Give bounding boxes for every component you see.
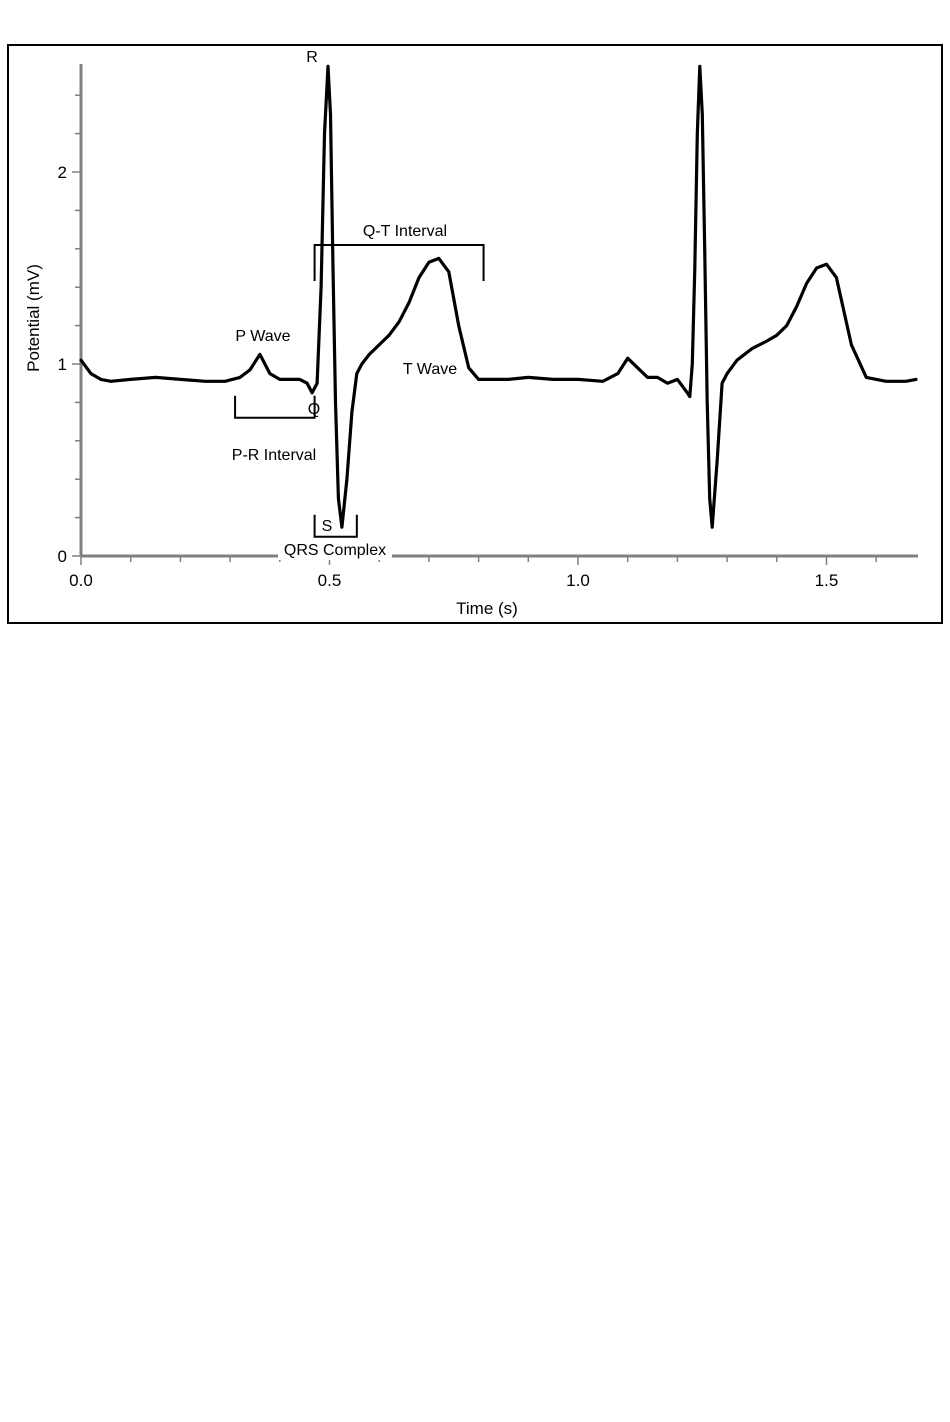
annotation-s: S bbox=[322, 518, 333, 535]
ticks bbox=[72, 94, 877, 565]
brackets bbox=[234, 243, 485, 538]
axes bbox=[79, 64, 918, 558]
annotation-r: R bbox=[306, 49, 318, 66]
annotation-t-wave: T Wave bbox=[403, 361, 457, 378]
y-tick-label: 2 bbox=[58, 163, 67, 182]
x-tick-label: 0.5 bbox=[318, 571, 342, 590]
x-axis-title: Time (s) bbox=[456, 599, 518, 618]
annotation-qt-interval: Q-T Interval bbox=[363, 223, 447, 240]
y-axis-title: Potential (mV) bbox=[24, 264, 43, 372]
x-tick-label: 0.0 bbox=[69, 571, 93, 590]
ecg-chart: 0.0 0.5 1.0 1.5 0 1 2 Time (s) Potential (mV) … bbox=[0, 0, 950, 640]
qrs-complex-bracket bbox=[313, 514, 358, 538]
annotation-pr-interval: P-R Interval bbox=[232, 447, 316, 464]
chart-border bbox=[7, 44, 943, 624]
pr-interval-bracket bbox=[234, 395, 316, 419]
y-tick-label: 0 bbox=[58, 547, 67, 566]
qt-interval-bracket bbox=[313, 243, 485, 281]
x-tick-label: 1.5 bbox=[815, 571, 839, 590]
qrs-label-background bbox=[278, 540, 392, 560]
annotation-qrs-complex: QRS Complex bbox=[284, 542, 386, 559]
annotation-p-wave: P Wave bbox=[235, 328, 290, 345]
tick-labels: 0.0 0.5 1.0 1.5 0 1 2 bbox=[58, 163, 839, 590]
ecg-trace-line bbox=[79, 64, 918, 529]
annotation-q: Q bbox=[308, 401, 320, 418]
x-tick-label: 1.0 bbox=[566, 571, 590, 590]
y-tick-label: 1 bbox=[58, 355, 67, 374]
